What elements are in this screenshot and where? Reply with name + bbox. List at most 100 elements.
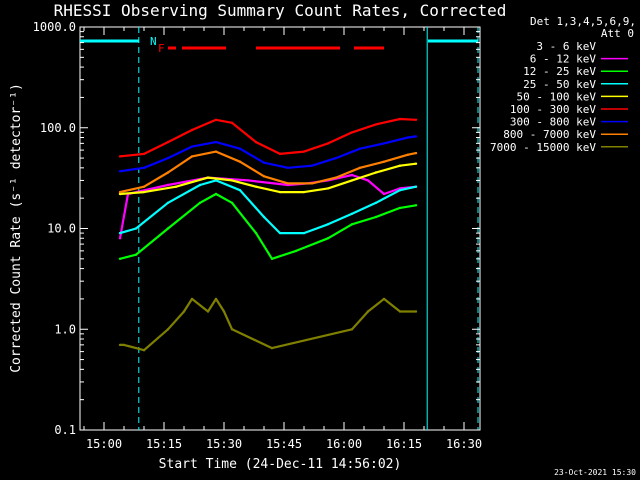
data-point (174, 185, 178, 188)
data-point (270, 346, 274, 350)
x-tick-label: 16:30 (446, 437, 482, 451)
data-point (214, 140, 218, 144)
data-point (350, 131, 354, 134)
data-point (118, 257, 122, 260)
series-line-4 (119, 179, 417, 235)
data-point (142, 185, 146, 188)
data-point (118, 192, 122, 196)
series-line-7 (119, 135, 417, 173)
series-line-3 (119, 192, 417, 260)
y-axis-label: Corrected Count Rate (s⁻¹ detector⁻¹) (9, 83, 24, 373)
data-point (166, 201, 170, 204)
legend-header-2: Att 0 (601, 27, 634, 40)
data-point (230, 121, 234, 125)
data-point (358, 147, 362, 150)
legend-label-3: 12 - 25 keV (523, 65, 596, 78)
data-point (262, 215, 266, 219)
data-point (406, 136, 410, 139)
data-point (262, 161, 266, 164)
data-point (398, 310, 402, 313)
x-tick-label: 16:00 (326, 437, 362, 451)
data-point (278, 190, 282, 194)
data-point (118, 170, 122, 173)
data-point (406, 153, 410, 156)
data-point (262, 175, 266, 178)
data-point (238, 147, 242, 150)
data-point (350, 179, 354, 182)
data-point (134, 227, 138, 230)
x-tick-label: 16:15 (386, 437, 422, 451)
data-point (254, 185, 258, 188)
series-line-6 (119, 117, 417, 158)
data-point (374, 171, 378, 174)
series-line-9 (120, 297, 416, 352)
data-point (142, 152, 146, 156)
data-point (166, 171, 170, 174)
x-tick-label: 15:45 (266, 437, 302, 451)
y-tick-label: 0.1 (54, 423, 76, 437)
data-point (358, 166, 362, 169)
data-point (190, 145, 194, 148)
data-point (246, 179, 250, 182)
data-point (398, 117, 402, 121)
data-point (326, 237, 330, 240)
data-point (350, 155, 354, 158)
data-point (254, 231, 258, 235)
data-point (190, 155, 194, 158)
data-point (206, 176, 210, 179)
y-tick-label: 100.0 (40, 121, 76, 135)
legend-label-8: 800 - 7000 keV (503, 128, 596, 141)
data-point (310, 182, 314, 185)
data-point (278, 231, 282, 235)
legend-label-6: 100 - 300 keV (510, 103, 596, 116)
data-point (118, 343, 122, 347)
data-point (374, 123, 378, 126)
data-point (182, 310, 186, 313)
data-point (398, 161, 402, 164)
data-point (414, 162, 418, 165)
data-point (190, 128, 194, 132)
legend-label-1: 3 - 6 keV (536, 40, 596, 53)
data-point (166, 227, 170, 230)
data-point (230, 179, 234, 182)
x-axis-label: Start Time (24-Dec-11 14:56:02) (159, 457, 402, 472)
data-point (306, 158, 310, 162)
data-point (414, 168, 418, 172)
data-point (326, 187, 330, 190)
data-point (326, 223, 330, 226)
data-point (166, 156, 170, 160)
data-point (118, 231, 122, 235)
legend-label-2: 6 - 12 keV (530, 53, 597, 66)
night-label: N (150, 35, 157, 48)
data-point (302, 190, 306, 194)
data-point (198, 201, 202, 204)
data-point (350, 223, 354, 226)
data-point (142, 190, 146, 194)
data-point (206, 310, 210, 313)
data-point (302, 150, 306, 153)
legend-label-9: 7000 - 15000 keV (490, 141, 596, 154)
data-point (118, 155, 122, 158)
data-point (366, 310, 370, 313)
data-point (230, 201, 234, 204)
data-point (350, 328, 354, 331)
data-point (334, 147, 338, 150)
y-tick-label: 10.0 (47, 222, 76, 236)
data-point (254, 140, 258, 144)
legend-label-4: 25 - 50 keV (523, 78, 596, 91)
data-point (374, 201, 378, 204)
y-tick-label: 1000.0 (33, 20, 76, 34)
data-point (122, 343, 126, 347)
data-point (294, 249, 298, 253)
data-point (126, 166, 130, 169)
data-point (222, 310, 226, 313)
legend-label-5: 50 - 100 keV (517, 90, 597, 103)
data-point (382, 192, 386, 196)
data-point (142, 349, 146, 352)
data-point (414, 204, 418, 207)
x-tick-label: 15:00 (86, 437, 122, 451)
series-line-1 (118, 147, 417, 229)
legend-label-7: 300 - 800 keV (510, 116, 596, 129)
data-point (214, 179, 218, 182)
data-point (414, 310, 418, 313)
